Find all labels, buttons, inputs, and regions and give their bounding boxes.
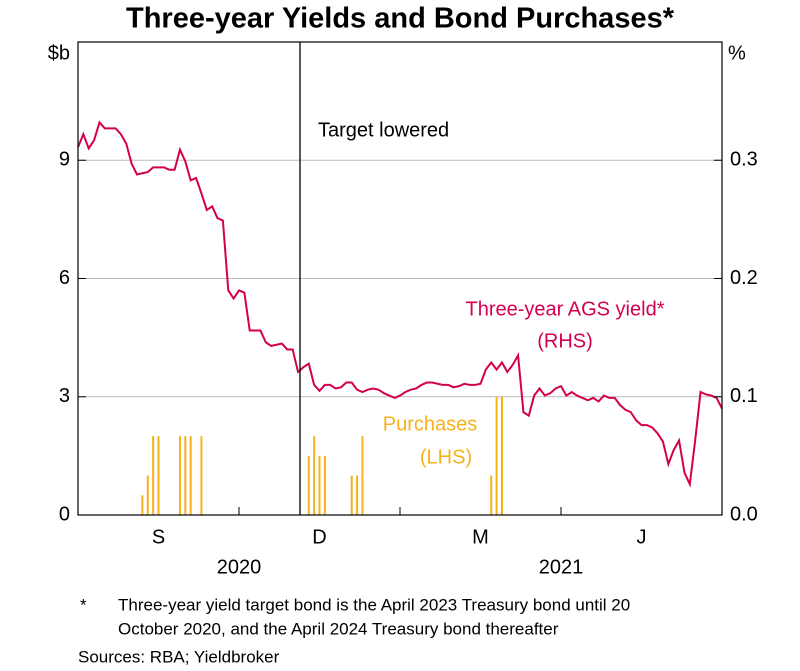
line [77,120,723,488]
bar [178,436,181,515]
bar [152,436,155,515]
legend-label: Purchases [383,413,478,435]
annotation: Target lowered [318,119,449,141]
x-tick-label: M [472,526,489,548]
y-tick-label: 6 [59,267,70,289]
chart-title: Three-year Yields and Bond Purchases* [126,3,675,35]
bar [307,455,310,515]
bar [495,396,498,515]
x-tick-label: S [152,526,165,548]
x-tick-label: D [312,526,326,548]
y2-tick-label: 0.0 [730,503,758,525]
y2-axis-label: % [728,42,746,64]
plot-area [77,120,723,515]
y2-tick-label: 0.1 [730,385,758,407]
y-tick-label: 0 [59,503,70,525]
bar [313,436,316,515]
y2-tick-label: 0.2 [730,267,758,289]
footnote-line: October 2020, and the April 2024 Treasur… [118,619,559,638]
y-axis-label: $b [48,42,70,64]
legend-note: (RHS) [537,330,593,352]
bar [146,475,149,515]
bar [500,396,503,515]
legend-note: (LHS) [420,446,472,468]
y-tick-label: 9 [59,149,70,171]
bar [318,455,321,515]
bar [189,436,192,515]
sources: Sources: RBA; Yieldbroker [78,647,280,666]
bar [157,436,160,515]
x-group-label: 2020 [217,556,262,578]
x-group-label: 2021 [539,556,584,578]
y2-tick-label: 0.3 [730,149,758,171]
bar [361,436,364,515]
y-tick-label: 3 [59,385,70,407]
bar [184,436,187,515]
footnote-marker: * [80,595,87,614]
bar [200,436,203,515]
footnote-line: Three-year yield target bond is the Apri… [118,595,630,614]
bar [323,455,326,515]
bar [350,475,353,515]
bar [356,475,359,515]
legend-label: Three-year AGS yield* [466,298,665,320]
bar [490,475,493,515]
x-tick-label: J [637,526,647,548]
bar [141,495,144,515]
